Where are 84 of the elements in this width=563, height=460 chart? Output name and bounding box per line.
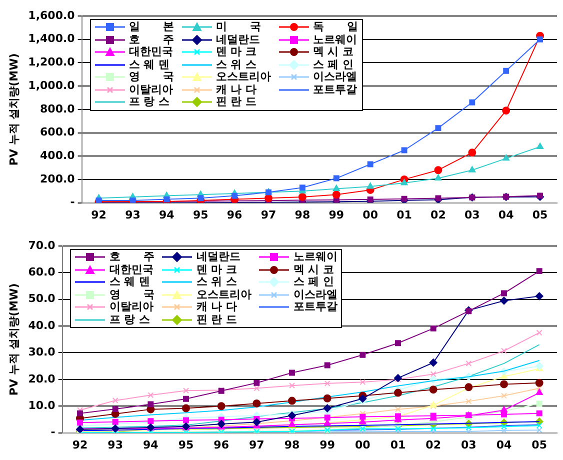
y-axis-title: PV 누적 설치량(MW) xyxy=(7,53,20,166)
x-tick-label: 03 xyxy=(464,208,480,222)
x-tick-label: 99 xyxy=(328,208,344,222)
y-tick-label: 30.0 xyxy=(28,346,56,359)
x-tick-label: 96 xyxy=(226,208,243,222)
legend-label: 이탈리아 xyxy=(128,82,173,96)
legend-label: 독 일 xyxy=(312,20,358,34)
y-tick-label: 200.0 xyxy=(40,172,76,186)
legend-label: 호 주 xyxy=(109,250,154,264)
x-tick-label: 01 xyxy=(390,438,406,452)
legend-label: 스 위 스 xyxy=(216,58,256,71)
legend-label: 프 랑 스 xyxy=(128,95,170,108)
y-tick-label: 1,000.0 xyxy=(28,78,76,92)
legend-label: 오스트리아 xyxy=(216,70,271,84)
x-tick-label: 95 xyxy=(178,438,194,452)
x-tick-label: 04 xyxy=(496,438,512,452)
y-tick-label: 1,400.0 xyxy=(28,32,76,46)
x-tick-label: 93 xyxy=(108,438,123,452)
x-tick-label: 00 xyxy=(362,208,378,222)
legend-label: 덴 마 크 xyxy=(216,45,256,58)
legend-label: 스 페 인 xyxy=(312,58,354,71)
legend-label: 일 본 xyxy=(128,20,174,34)
x-tick-label: 02 xyxy=(430,208,446,222)
legend-label: 영 국 xyxy=(109,288,154,301)
y-tick-label: - xyxy=(70,196,75,209)
y-tick-label: 20.0 xyxy=(28,372,56,386)
y-tick-label: 10.0 xyxy=(28,398,56,412)
y-tick-label: 600.0 xyxy=(40,126,76,139)
legend-label: 프 랑 스 xyxy=(109,312,150,326)
legend-label: 네덜란드 xyxy=(216,32,260,46)
y-axis-title: PV 누적 설치량(MW) xyxy=(7,283,20,396)
y-tick-label: 40.0 xyxy=(28,318,56,332)
legend-label: 대한민국 xyxy=(109,262,154,276)
x-tick-label: 99 xyxy=(320,438,335,452)
x-tick-label: 92 xyxy=(91,208,106,222)
x-tick-label: 98 xyxy=(284,438,300,452)
legend-label: 덴 마 크 xyxy=(196,262,237,276)
y-tick-label: - xyxy=(50,426,56,439)
legend-label: 호 주 xyxy=(128,32,174,46)
legend-label: 스 웨 덴 xyxy=(128,58,170,71)
legend-label: 이스라엘 xyxy=(312,70,357,84)
legend-label: 미 국 xyxy=(216,20,261,34)
x-tick-label: 04 xyxy=(498,208,514,222)
legend-label: 핀 란 드 xyxy=(196,312,237,326)
legend-label: 이스라엘 xyxy=(293,288,338,301)
legend-label: 캐 나 다 xyxy=(196,300,237,314)
legend-label: 핀 란 드 xyxy=(216,95,256,108)
legend-label: 스 페 인 xyxy=(293,275,334,288)
legend-label: 포트투갈 xyxy=(293,300,338,314)
x-tick-label: 02 xyxy=(426,438,441,452)
legend-label: 대한민국 xyxy=(128,45,173,58)
x-tick-label: 97 xyxy=(260,208,276,222)
legend-label: 멕 시 코 xyxy=(312,45,354,58)
legend-label: 영 국 xyxy=(128,70,174,84)
y-tick-label: 1,200.0 xyxy=(28,56,76,69)
x-tick-label: 05 xyxy=(532,438,547,452)
legend-label: 캐 나 다 xyxy=(216,82,256,96)
legend-label: 노르웨이 xyxy=(293,250,338,264)
y-tick-label: 800.0 xyxy=(40,102,76,116)
x-tick-label: 92 xyxy=(72,438,88,452)
x-tick-label: 98 xyxy=(294,208,310,222)
y-tick-label: 60.0 xyxy=(28,266,56,279)
x-tick-label: 94 xyxy=(143,438,159,452)
x-tick-label: 96 xyxy=(214,438,230,452)
x-tick-label: 03 xyxy=(461,438,476,452)
y-tick-label: 50.0 xyxy=(28,292,56,306)
legend-label: 이탈리아 xyxy=(109,300,154,314)
x-tick-label: 94 xyxy=(159,208,175,222)
y-tick-label: 400.0 xyxy=(40,148,76,162)
legend-label: 멕 시 코 xyxy=(293,262,334,276)
y-tick-label: 70.0 xyxy=(28,238,56,252)
x-tick-label: 00 xyxy=(355,438,371,452)
legend-label: 스 위 스 xyxy=(196,275,237,288)
x-tick-label: 93 xyxy=(125,208,140,222)
legend-label: 스 웨 덴 xyxy=(109,275,150,288)
legend-label: 오스트리아 xyxy=(196,288,252,301)
y-tick-label: 1,600.0 xyxy=(28,8,76,22)
x-tick-label: 05 xyxy=(532,208,548,222)
legend-label: 포트투갈 xyxy=(312,82,357,96)
legend-label: 노르웨이 xyxy=(312,32,357,46)
legend-label: 네덜란드 xyxy=(196,250,240,264)
x-tick-label: 01 xyxy=(396,208,412,222)
x-tick-label: 97 xyxy=(249,438,264,452)
x-tick-label: 95 xyxy=(192,208,208,222)
